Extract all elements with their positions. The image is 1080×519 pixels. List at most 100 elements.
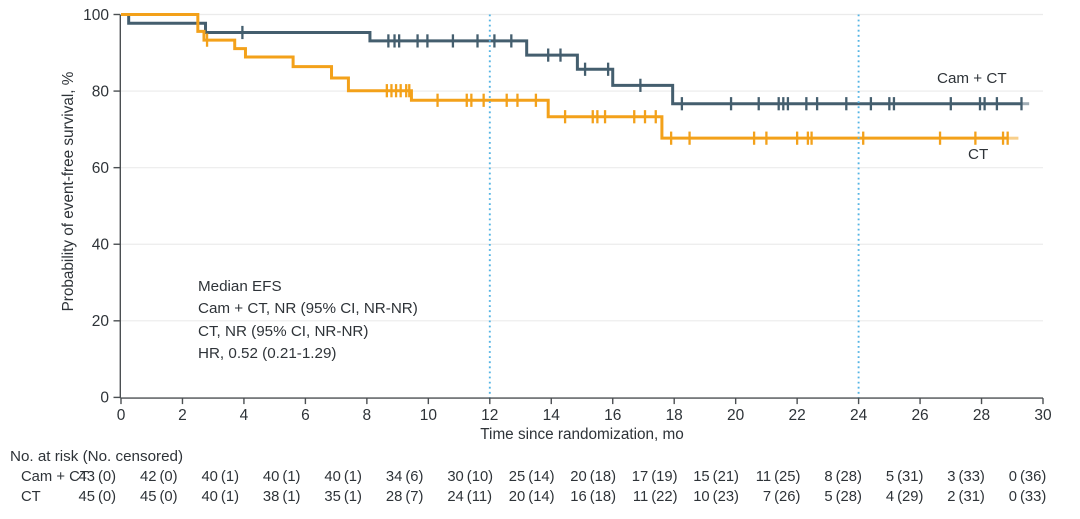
risk-value: 40 (1) xyxy=(196,469,239,485)
risk-value: 5 (31) xyxy=(872,469,924,485)
risk-censored: (28) xyxy=(835,469,862,485)
risk-value: 0 (36) xyxy=(995,469,1047,485)
risk-n: 43 xyxy=(78,469,95,485)
risk-n: 40 xyxy=(201,488,218,505)
risk-n: 17 xyxy=(631,469,649,485)
risk-value: 15 (21) xyxy=(688,469,739,485)
risk-value: 24 (11) xyxy=(442,489,492,505)
risk-n: 0 xyxy=(1008,469,1017,485)
risk-censored: (0) xyxy=(98,488,117,505)
risk-n: 24 xyxy=(447,488,464,505)
risk-value: 35 (1) xyxy=(319,489,362,505)
risk-row-label-cam-ct: Cam + CT xyxy=(21,469,89,485)
curve-label-cam-ct: Cam + CT xyxy=(937,70,1007,87)
risk-value: 0 (33) xyxy=(995,488,1047,505)
risk-censored: (33) xyxy=(958,469,985,485)
x-tick-label: 6 xyxy=(301,407,310,424)
risk-n: 8 xyxy=(824,469,833,485)
risk-n: 45 xyxy=(78,488,95,505)
median-efs-annotation: Median EFS Cam + CT, NR (95% CI, NR-NR) … xyxy=(198,276,418,366)
risk-n: 16 xyxy=(570,488,587,505)
risk-n: 40 xyxy=(262,469,280,485)
risk-value: 16 (18) xyxy=(565,489,616,505)
risk-censored: (29) xyxy=(897,488,924,505)
y-tick-label: 20 xyxy=(92,313,110,330)
risk-censored: (25) xyxy=(774,469,801,485)
risk-value: 40 (1) xyxy=(196,489,239,505)
risk-value: 10 (23) xyxy=(688,489,739,505)
risk-censored: (21) xyxy=(712,469,739,485)
risk-n: 5 xyxy=(824,488,833,505)
risk-censored: (7) xyxy=(405,488,424,505)
risk-n: 10 xyxy=(693,488,710,505)
risk-value: 4 (29) xyxy=(872,488,924,505)
risk-value: 17 (19) xyxy=(626,469,678,485)
x-tick-label: 24 xyxy=(850,407,868,424)
risk-n: 0 xyxy=(1008,488,1017,505)
x-axis-title: Time since randomization, mo xyxy=(480,426,684,443)
x-tick-label: 14 xyxy=(543,407,561,424)
x-tick-label: 8 xyxy=(363,407,372,424)
risk-censored: (0) xyxy=(159,488,178,505)
risk-censored: (31) xyxy=(958,488,985,505)
risk-n: 20 xyxy=(570,469,587,485)
risk-value: 3 (33) xyxy=(934,469,985,485)
x-tick-label: 30 xyxy=(1034,407,1052,424)
risk-value: 11 (22) xyxy=(626,488,678,505)
risk-value: 45 (0) xyxy=(134,488,178,505)
risk-value: 5 (28) xyxy=(811,489,862,505)
risk-censored: (18) xyxy=(589,488,617,505)
risk-n: 4 xyxy=(885,488,895,505)
risk-value: 38 (1) xyxy=(257,488,301,505)
y-tick-label: 100 xyxy=(83,7,109,24)
risk-value: 40 (1) xyxy=(257,469,301,485)
risk-censored: (28) xyxy=(835,488,862,505)
risk-censored: (1) xyxy=(220,469,240,485)
risk-censored: (6) xyxy=(405,469,424,485)
risk-censored: (36) xyxy=(1020,469,1047,485)
x-tick-label: 12 xyxy=(481,407,498,424)
survival-curve-camct xyxy=(121,13,1022,106)
risk-value: 40 (1) xyxy=(319,469,362,485)
risk-value: 43 (0) xyxy=(73,469,117,485)
annotation-line-ct: CT, NR (95% CI, NR-NR) xyxy=(198,322,369,340)
risk-censored: (1) xyxy=(220,488,240,505)
risk-censored: (14) xyxy=(528,488,555,505)
y-tick-label: 0 xyxy=(100,390,109,407)
risk-n: 11 xyxy=(755,469,772,485)
y-axis-title: Probability of event-free survival, % xyxy=(60,71,77,312)
risk-n: 20 xyxy=(508,488,526,505)
risk-censored: (1) xyxy=(343,469,362,485)
risk-table-header: No. at risk (No. censored) xyxy=(10,448,184,465)
risk-n: 34 xyxy=(385,469,403,485)
risk-censored: (22) xyxy=(651,488,678,505)
x-tick-label: 0 xyxy=(117,407,126,424)
risk-censored: (23) xyxy=(712,488,739,505)
risk-value: 25 (14) xyxy=(503,469,555,485)
x-tick-label: 18 xyxy=(666,407,683,424)
y-tick-label: 60 xyxy=(92,160,110,177)
risk-value: 2 (31) xyxy=(934,489,985,505)
x-tick-label: 4 xyxy=(240,407,249,424)
risk-n: 38 xyxy=(262,488,280,505)
risk-value: 7 (26) xyxy=(749,488,801,505)
risk-n: 28 xyxy=(385,488,403,505)
risk-value: 20 (18) xyxy=(565,469,616,485)
risk-n: 30 xyxy=(447,469,464,485)
risk-censored: (33) xyxy=(1020,488,1047,505)
risk-censored: (14) xyxy=(528,469,555,485)
risk-n: 45 xyxy=(139,488,157,505)
risk-n: 42 xyxy=(139,469,157,485)
risk-n: 7 xyxy=(762,488,772,505)
risk-censored: (1) xyxy=(282,488,301,505)
survival-curve-ct xyxy=(121,13,1008,140)
risk-value: 34 (6) xyxy=(380,469,424,485)
x-tick-label: 28 xyxy=(973,407,990,424)
risk-n: 11 xyxy=(632,488,649,505)
risk-n: 2 xyxy=(947,488,956,505)
annotation-line-median: Median EFS xyxy=(198,278,282,295)
annotation-line-camct: Cam + CT, NR (95% CI, NR-NR) xyxy=(198,300,418,318)
risk-row-label-ct: CT xyxy=(21,488,41,505)
risk-n: 5 xyxy=(885,469,895,485)
